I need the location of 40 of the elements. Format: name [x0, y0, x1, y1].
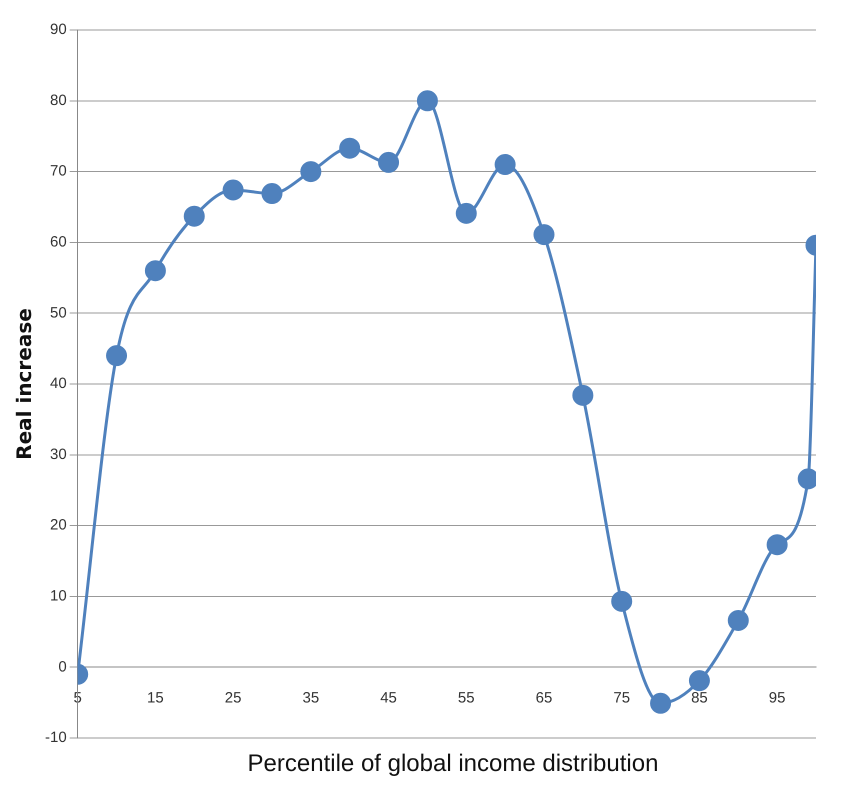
y-tick-label: 90 — [50, 21, 67, 38]
point — [766, 534, 788, 556]
y-tick-label: 60 — [50, 234, 67, 251]
point — [456, 202, 477, 224]
point — [611, 590, 632, 612]
y-tick-label: -10 — [44, 729, 67, 746]
y-tick-label: 50 — [50, 304, 67, 322]
point — [572, 384, 594, 406]
point — [688, 670, 710, 692]
point — [416, 90, 438, 112]
point — [728, 610, 749, 631]
x-tick-label: 15 — [147, 689, 164, 706]
y-tick-label: 0 — [58, 658, 67, 676]
y-tick-label: 40 — [50, 375, 67, 392]
point — [144, 260, 166, 282]
point — [106, 345, 128, 366]
x-tick-label: 35 — [302, 689, 320, 706]
point — [184, 206, 205, 227]
y-tick-label: 80 — [50, 92, 67, 109]
x-tick-label: 95 — [768, 689, 786, 706]
x-tick-label: 85 — [691, 689, 708, 706]
x-tick-label: 65 — [536, 689, 552, 706]
point — [339, 138, 360, 159]
point — [378, 152, 400, 173]
x-axis-title: Percentile of global income distribution — [246, 750, 660, 778]
x-tick-label: 45 — [380, 689, 397, 706]
point — [650, 692, 672, 714]
point — [261, 183, 282, 204]
point — [494, 154, 516, 176]
point — [222, 180, 244, 201]
point — [533, 224, 554, 246]
x-tick-label: 25 — [224, 689, 242, 706]
y-tick-label: 30 — [50, 446, 67, 463]
y-tick-label: 20 — [50, 516, 67, 534]
x-tick-label: 55 — [458, 689, 475, 706]
y-tick-label: 70 — [50, 162, 67, 180]
y-axis-title: Real increase — [12, 308, 36, 460]
x-tick-label: 75 — [613, 689, 630, 706]
point — [300, 161, 322, 182]
y-tick-label: 10 — [50, 588, 67, 605]
